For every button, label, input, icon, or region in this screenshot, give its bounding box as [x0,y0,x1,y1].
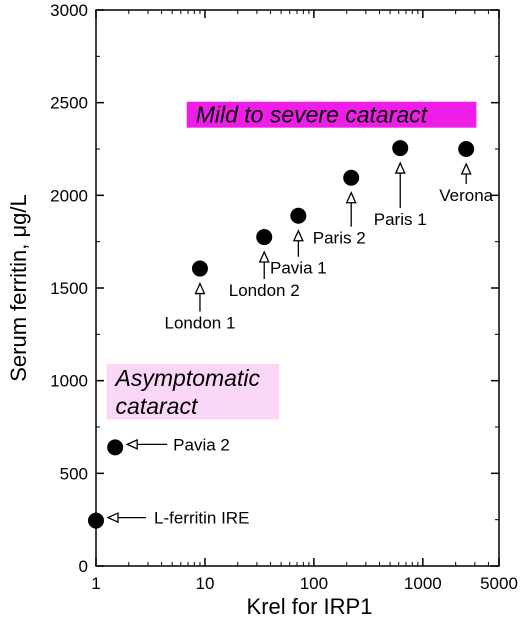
y-tick-label-6: 3000 [50,1,88,20]
y-axis-title-unit: μg/L [6,194,31,237]
band-1 [106,363,280,420]
y-axis-title-text: Serum ferritin, [6,238,31,382]
y-axis-title: Serum ferritin, μg/L [6,194,31,382]
x-axis-title: Krel for IRP1 [247,594,373,619]
point-label-2: London 1 [165,314,236,333]
point-0 [88,512,104,529]
arrow-7-head [460,162,472,175]
arrow-3-head [258,250,270,263]
point-6 [392,140,409,157]
point-label-3: London 2 [229,281,300,300]
y-tick-label-1: 500 [60,464,88,483]
point-5 [343,169,360,186]
x-tick-label-3: 1000 [404,574,442,593]
point-label-6: Paris 1 [374,210,427,229]
point-label-1: Pavia 2 [173,435,230,454]
arrow-4-head [292,229,304,242]
x-tick-label-4: 5000 [480,574,518,593]
band-1-label-0: Asymptomatic [114,365,261,391]
band-1-label-1: cataract [116,393,199,419]
arrow-5-head [345,191,357,204]
point-label-7: Verona [439,186,493,205]
point-4 [290,207,307,224]
x-tick-label-1: 10 [195,574,214,593]
point-1 [107,439,124,456]
arrow-1-head [125,438,138,450]
y-tick-label-5: 2500 [50,94,88,113]
x-tick-label-0: 1 [91,574,100,593]
point-7 [458,141,475,157]
point-label-4: Pavia 1 [270,259,327,278]
point-2 [191,260,208,277]
point-annotations: L-ferritin IRE Pavia 2 London 1 London 2 Pav… [106,161,494,528]
point-label-5: Paris 2 [313,229,366,248]
data-points [88,140,475,529]
band-0 [186,101,477,128]
point-3 [256,229,273,246]
axes: 0 500 1000 1500 2000 2500 3000 1 10 100 1000 5000 [50,1,518,593]
y-tick-label-3: 1500 [50,279,88,298]
y-tick-label-0: 0 [79,557,88,576]
y-tick-label-2: 1000 [50,372,88,391]
annotation-bands: Mild to severe cataract Asymptomaticcatar… [106,101,477,420]
band-0-label-0: Mild to severe cataract [196,102,429,128]
arrow-2-head [194,281,206,295]
y-tick-label-4: 2000 [50,186,88,205]
point-label-0: L-ferritin IRE [154,509,249,528]
x-tick-label-2: 100 [300,574,328,593]
arrow-6-head [394,161,406,174]
arrow-0-head [106,512,119,524]
